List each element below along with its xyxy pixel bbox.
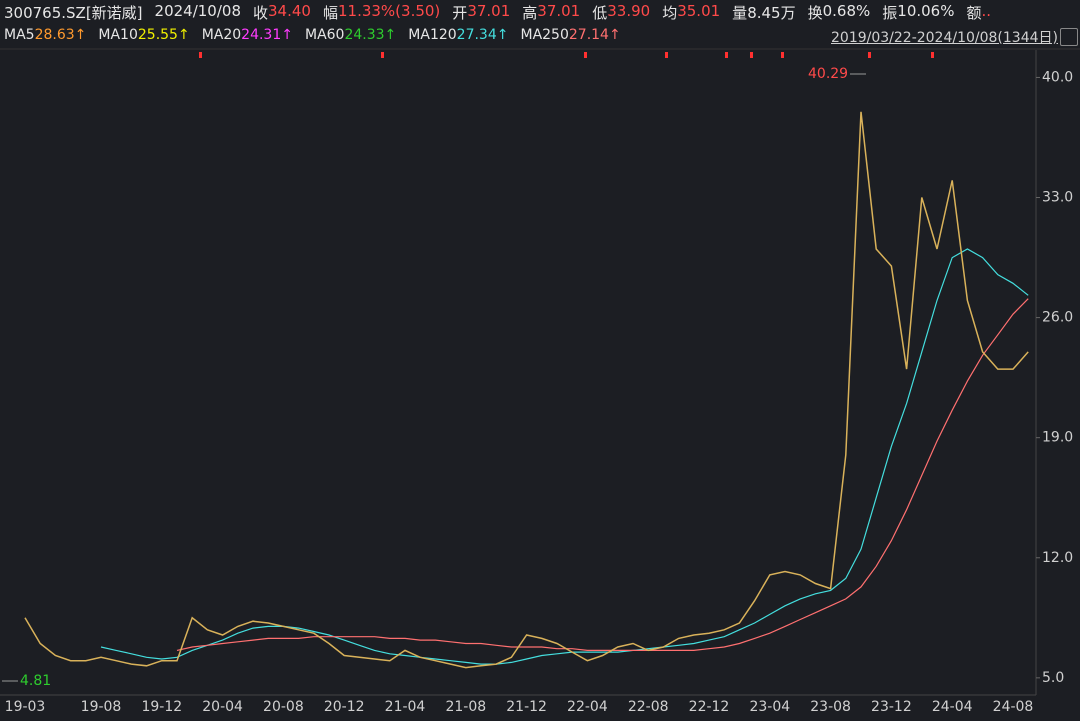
quote-label: 额 (966, 4, 982, 22)
legend-name: MA20 (201, 27, 242, 43)
y-tick-label: 19.0 (1042, 430, 1073, 446)
y-tick-label: 12.0 (1042, 550, 1073, 566)
quote-header: 300765.SZ[新诺威] 2024/10/08 收 34.40 幅 11.33%(… (4, 2, 1003, 23)
x-tick-label: 20-12 (324, 699, 365, 715)
legend-name: MA10 (98, 27, 138, 43)
quote-date: 2024/10/08 (154, 2, 241, 20)
quote-value: 11.33%(3.50) (337, 2, 441, 20)
quote-label: 振 (882, 4, 898, 22)
x-tick-label: 22-08 (628, 699, 669, 715)
x-tick-label: 23-04 (749, 699, 790, 715)
range-toggle[interactable] (1060, 28, 1078, 46)
y-tick-label: 33.0 (1042, 190, 1073, 206)
x-tick-label: 21-04 (385, 699, 426, 715)
quote-value: 33.90 (607, 2, 651, 20)
quote-label: 幅 (322, 4, 338, 22)
quote-value: 35.01 (677, 2, 721, 20)
ma-line (100, 248, 1029, 665)
ma-legend: MA5 28.63↑ MA10 25.55↑ MA20 24.31↑ MA60 24.33↑ M… (4, 27, 633, 43)
x-tick-label: 21-08 (445, 699, 486, 715)
legend-value: 27.34↑ (456, 27, 509, 43)
legend-value: 28.63↑ (34, 27, 87, 43)
quote-label: 收 (253, 4, 269, 22)
event-flags (199, 52, 934, 58)
y-tick-label: 40.0 (1042, 69, 1073, 85)
x-tick-label: 19-08 (81, 699, 122, 715)
x-tick-label: 23-12 (871, 699, 912, 715)
max-label: 40.29 (808, 66, 848, 82)
quote-label: 量 (732, 4, 748, 22)
legend-name: MA250 (520, 27, 569, 43)
quote-label: 换 (807, 4, 823, 22)
legend-name: MA120 (408, 27, 457, 43)
quote-value: 37.01 (467, 2, 511, 20)
legend-name: MA5 (4, 27, 35, 43)
ma-line (176, 298, 1029, 651)
x-tick-label: 22-04 (567, 699, 608, 715)
legend-value: 27.14↑ (568, 27, 621, 43)
quote-label: 均 (662, 4, 678, 22)
x-tick-label: 23-08 (810, 699, 851, 715)
y-tick-label: 5.0 (1042, 670, 1064, 686)
quote-value: 8.45万 (747, 4, 796, 22)
quote-label: 开 (452, 4, 468, 22)
min-label: 4.81 (20, 673, 51, 689)
legend-value: 24.33↑ (344, 27, 397, 43)
x-tick-label: 22-12 (689, 699, 730, 715)
legend-name: MA60 (304, 27, 345, 43)
legend-value: 25.55↑ (137, 27, 190, 43)
quote-value: 0.68% (822, 2, 871, 20)
x-tick-label: 20-08 (263, 699, 304, 715)
quote-value: 10.06% (897, 2, 955, 20)
x-tick-label: 19-03 (5, 699, 46, 715)
quote-value: .. (981, 2, 992, 20)
quote-label: 高 (522, 4, 538, 22)
date-range[interactable]: 2019/03/22-2024/10/08(1344日) (831, 30, 1058, 46)
legend-value: 24.31↑ (241, 27, 293, 43)
x-tick-label: 21-12 (506, 699, 547, 715)
quote-value: 37.01 (537, 2, 581, 20)
quote-value: 34.40 (268, 2, 311, 20)
stock-title: 300765.SZ[新诺威] (4, 4, 143, 22)
x-tick-label: 19-12 (141, 699, 182, 715)
price-line (24, 111, 1029, 669)
x-tick-label: 24-08 (993, 699, 1034, 715)
x-tick-label: 24-04 (932, 699, 973, 715)
quote-label: 低 (592, 4, 608, 22)
y-tick-label: 26.0 (1042, 310, 1073, 326)
x-tick-label: 20-04 (202, 699, 243, 715)
